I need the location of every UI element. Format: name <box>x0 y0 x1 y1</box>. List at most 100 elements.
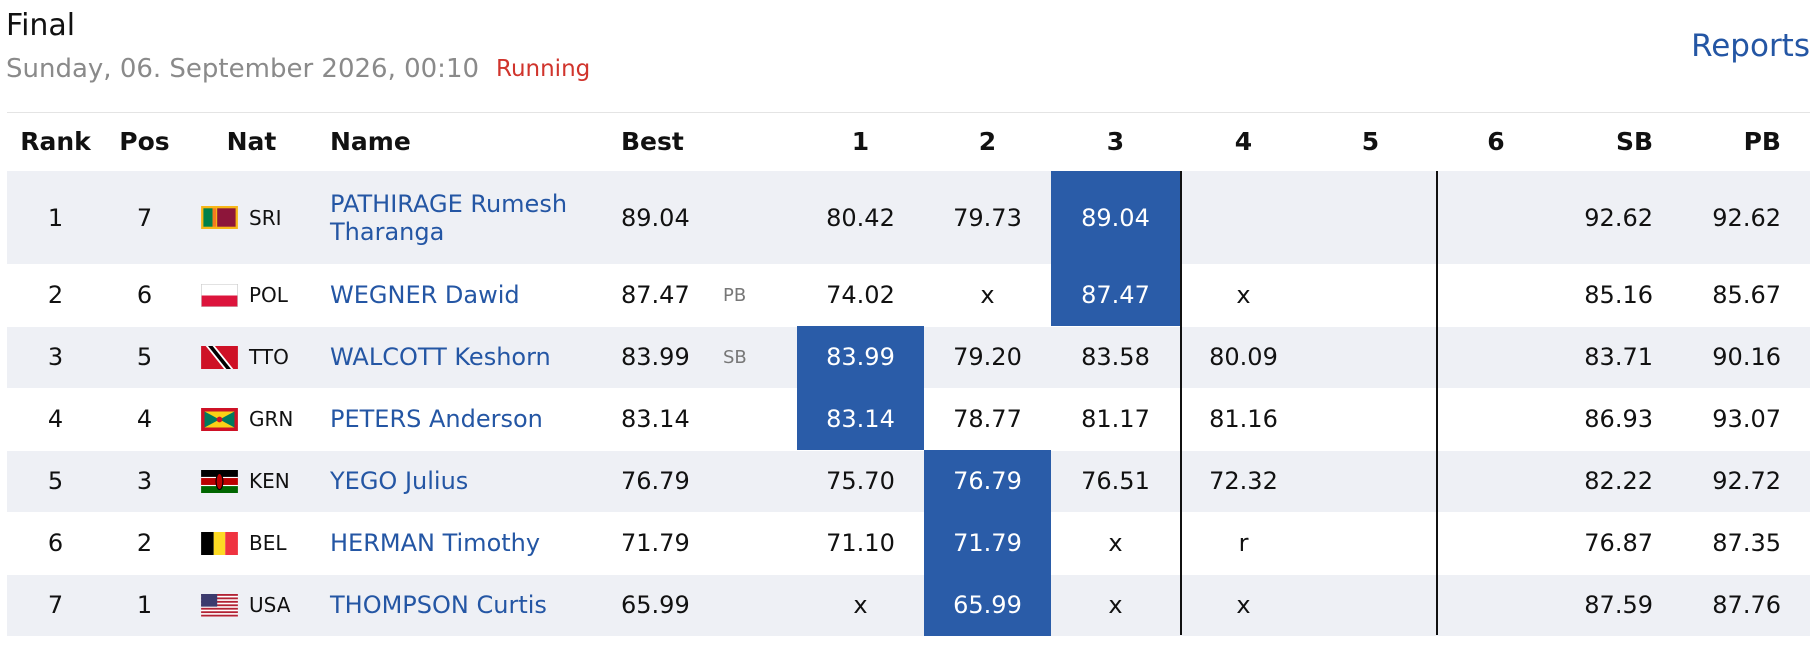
column-header: Best <box>621 127 684 156</box>
flag-icon <box>201 407 238 431</box>
attempt <box>1307 326 1434 388</box>
attempt <box>1435 326 1557 388</box>
flag <box>201 264 240 326</box>
season-best: 83.71 <box>1584 343 1653 371</box>
attempt: x <box>1236 281 1251 309</box>
column-header: 3 <box>1106 127 1125 156</box>
flag <box>201 512 240 574</box>
attempt: r <box>1238 529 1249 557</box>
attempt: 81.17 <box>1081 405 1150 433</box>
row-background <box>7 264 1810 326</box>
athlete-name[interactable]: PATHIRAGE Rumesh Tharanga <box>330 189 568 246</box>
flag-icon <box>201 206 238 229</box>
column-header: 5 <box>1361 127 1380 156</box>
column-header: 1 <box>851 127 870 156</box>
nat-code: BEL <box>249 531 287 555</box>
row-border <box>7 450 1810 451</box>
position: 6 <box>136 281 153 309</box>
status: Running <box>496 56 591 82</box>
attempt <box>1435 512 1557 574</box>
rank: 3 <box>47 343 64 371</box>
attempt <box>1435 388 1557 450</box>
rank: 4 <box>47 405 64 433</box>
attempt <box>1435 171 1557 264</box>
attempt: 83.99 <box>797 326 924 388</box>
attempt: 83.58 <box>1081 343 1150 371</box>
flag <box>201 171 240 264</box>
column-header: Rank <box>20 127 91 156</box>
column-header: 6 <box>1487 127 1505 156</box>
attempt: 81.16 <box>1209 405 1278 433</box>
attempt: 71.10 <box>826 529 895 557</box>
attempt <box>1307 171 1434 264</box>
season-best: 87.59 <box>1584 591 1653 619</box>
best-note: SB <box>723 346 747 368</box>
column-header: Nat <box>226 127 277 156</box>
title: Final <box>6 8 76 43</box>
header-border <box>7 112 1810 113</box>
flag <box>201 326 240 388</box>
flag-icon <box>201 593 238 617</box>
position: 2 <box>136 529 153 557</box>
rank: 2 <box>47 281 64 309</box>
attempt: 72.32 <box>1209 467 1278 495</box>
attempt <box>1307 512 1434 574</box>
attempt: x <box>853 591 868 619</box>
row-background <box>7 574 1810 636</box>
nat-code: USA <box>249 593 291 617</box>
season-best: 85.16 <box>1584 281 1653 309</box>
attempt: 76.51 <box>1081 467 1150 495</box>
nat-code: TTO <box>249 345 289 369</box>
divider <box>1436 171 1438 635</box>
attempt: x <box>980 281 995 309</box>
best: 83.99 <box>621 343 690 371</box>
season-best: 76.87 <box>1584 529 1653 557</box>
flag-icon <box>201 283 238 307</box>
attempt: 78.77 <box>953 405 1022 433</box>
row-border <box>7 574 1810 575</box>
nat-code: POL <box>249 283 288 307</box>
season-best: 92.62 <box>1584 203 1653 232</box>
row-border <box>7 512 1810 513</box>
column-header: PB <box>1743 127 1781 156</box>
athlete-name[interactable]: HERMAN Timothy <box>330 529 541 557</box>
nat-code: GRN <box>249 407 294 431</box>
attempt: 87.47 <box>1051 264 1180 326</box>
rank: 7 <box>47 591 64 619</box>
athlete-name[interactable]: PETERS Anderson <box>330 405 543 433</box>
attempt: 80.42 <box>826 203 895 232</box>
row-background <box>7 171 1810 264</box>
nat-code: KEN <box>249 469 290 493</box>
athlete-name[interactable]: WEGNER Dawid <box>330 281 520 309</box>
nat-code: SRI <box>249 205 282 230</box>
reports-link[interactable]: Reports <box>1691 28 1810 64</box>
attempt: 65.99 <box>924 574 1051 636</box>
athlete-name[interactable]: THOMPSON Curtis <box>330 591 547 619</box>
flag-icon <box>201 531 238 555</box>
best: 89.04 <box>621 203 690 232</box>
attempt: 75.70 <box>826 467 895 495</box>
attempt: x <box>1108 591 1123 619</box>
athlete-name[interactable]: YEGO Julius <box>330 467 469 495</box>
best: 65.99 <box>621 591 690 619</box>
subtitle: Sunday, 06. September 2026, 00:10 <box>6 54 480 84</box>
position: 3 <box>136 467 153 495</box>
attempt <box>1307 264 1434 326</box>
rank: 1 <box>47 203 64 232</box>
attempt: 80.09 <box>1209 343 1278 371</box>
attempt <box>1435 574 1557 636</box>
position: 7 <box>136 203 153 232</box>
season-best: 82.22 <box>1584 467 1653 495</box>
attempt: 76.79 <box>924 450 1051 512</box>
attempt: 83.14 <box>797 388 924 450</box>
best-note: PB <box>723 284 747 306</box>
attempt <box>1307 388 1434 450</box>
column-header: 2 <box>978 127 997 156</box>
season-best: 86.93 <box>1584 405 1653 433</box>
best: 71.79 <box>621 529 690 557</box>
athlete-name[interactable]: WALCOTT Keshorn <box>330 343 551 371</box>
personal-best: 92.62 <box>1712 203 1781 232</box>
flag-icon <box>201 469 238 493</box>
